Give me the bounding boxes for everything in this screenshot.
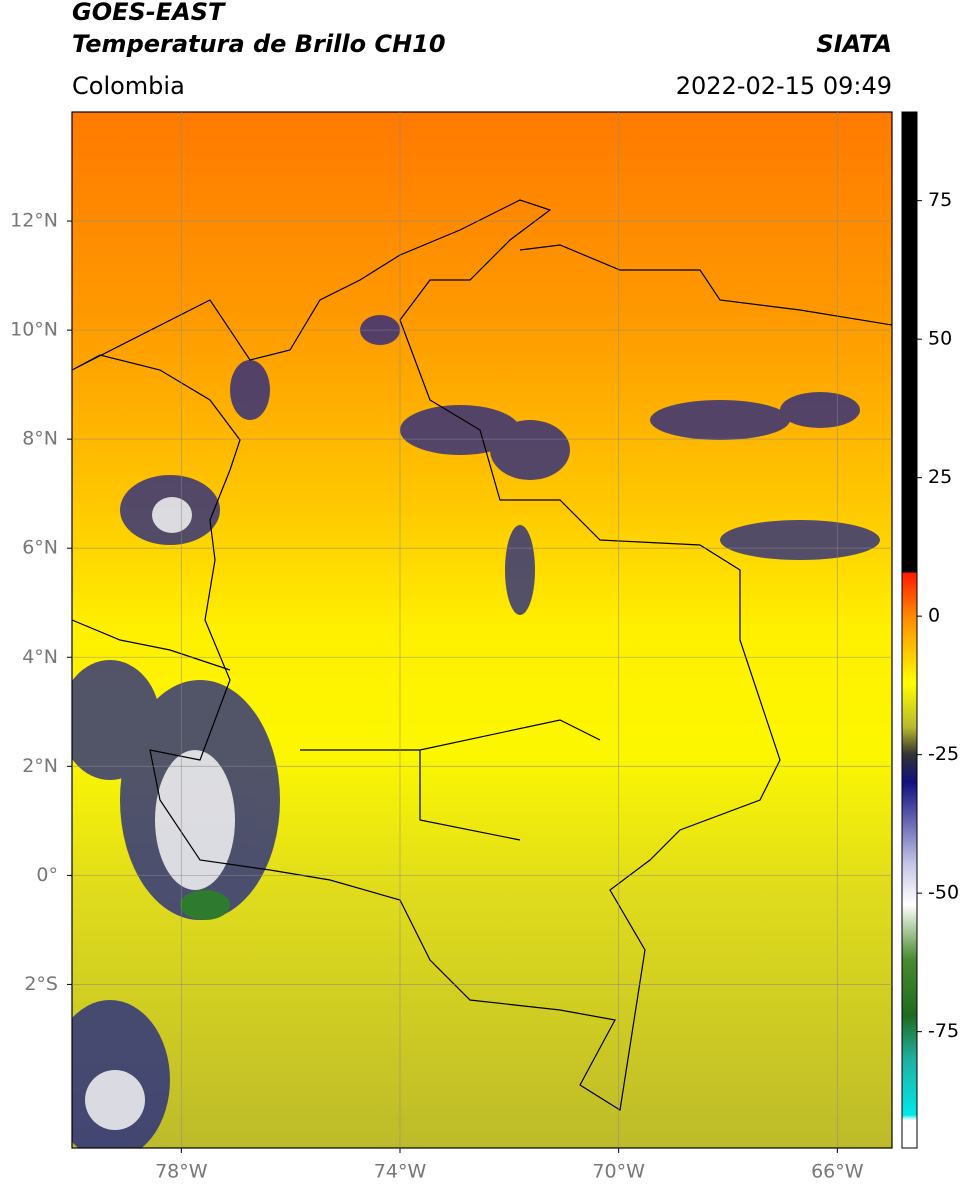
imagery <box>72 112 892 1148</box>
region: Colombia <box>72 72 185 100</box>
colorbar-tick-label: -25 <box>928 743 959 765</box>
y-tick-label: 4°N <box>22 646 58 668</box>
x-tick-label: 78°W <box>155 1161 208 1183</box>
y-tick-label: 2°N <box>22 755 58 777</box>
title: GOES-EAST <box>72 0 226 26</box>
map-frame <box>71 111 893 1149</box>
y-tick-label: 0° <box>36 864 58 886</box>
y-tick-label: 2°S <box>24 973 58 995</box>
y-tick-label: 10°N <box>10 319 58 341</box>
colorbar-tick-label: 75 <box>928 189 952 211</box>
x-tick-label: 70°W <box>592 1161 645 1183</box>
clouds <box>72 315 880 1148</box>
coastline <box>72 199 781 1111</box>
x-tick-label: 74°W <box>374 1161 427 1183</box>
y-tick-label: 6°N <box>22 537 58 559</box>
datetime: 2022-02-15 09:49 <box>676 72 892 100</box>
colorbar-tick-label: 0 <box>928 605 940 627</box>
colorbar-tick-label: -75 <box>928 1020 959 1042</box>
colorbar <box>901 111 918 1149</box>
y-tick-label: 12°N <box>10 210 58 232</box>
y-tick-label: 8°N <box>22 428 58 450</box>
subtitle: Temperatura de Brillo CH10 <box>72 30 446 58</box>
colorbar-tick-label: 50 <box>928 328 952 350</box>
x-tick-label: 66°W <box>811 1161 864 1183</box>
colorbar-tick-label: 25 <box>928 466 952 488</box>
source: SIATA <box>816 30 892 58</box>
colorbar-tick-label: -50 <box>928 882 959 904</box>
